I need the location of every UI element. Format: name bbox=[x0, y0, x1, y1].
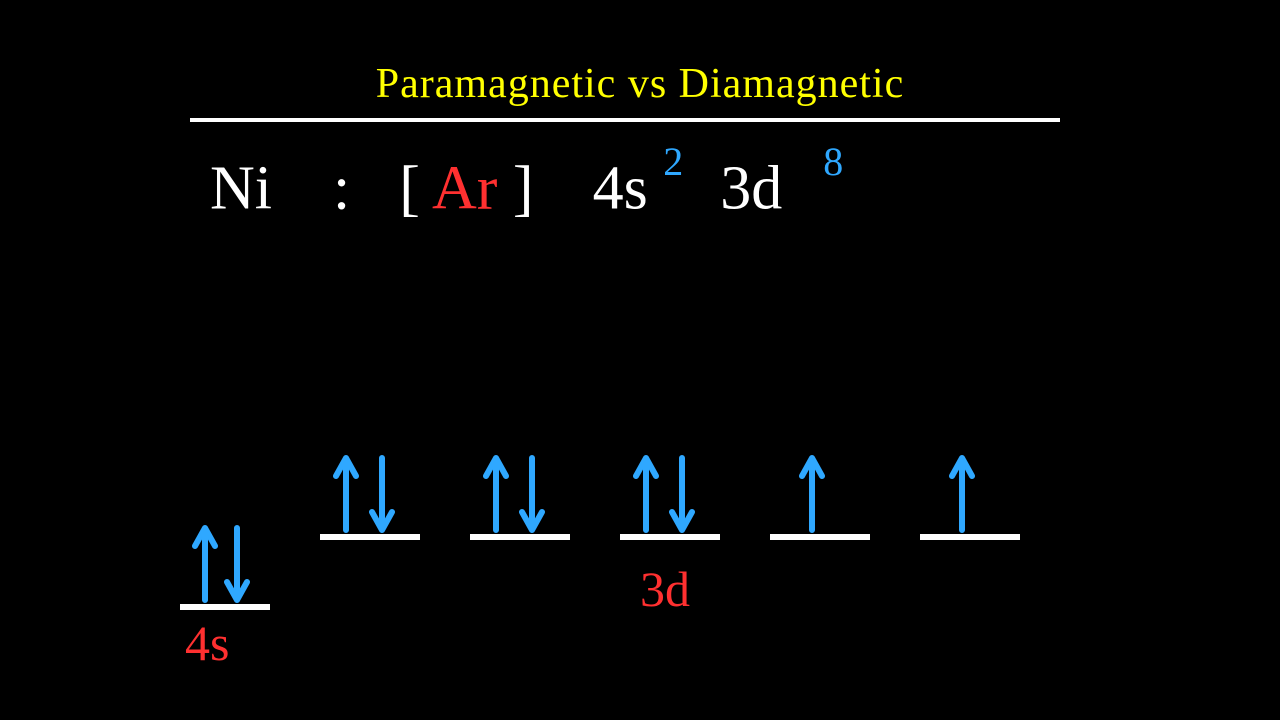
orbital-3d-4 bbox=[770, 450, 870, 540]
title-underline bbox=[190, 118, 1060, 122]
bracket-close: ] bbox=[513, 155, 534, 223]
spin-up-arrow-icon bbox=[798, 454, 826, 534]
noble-gas-core: Ar bbox=[432, 155, 497, 223]
subshell-3d: 3d bbox=[720, 155, 782, 223]
spin-up-arrow-icon bbox=[191, 524, 219, 604]
page-title: Paramagnetic vs Diamagnetic bbox=[376, 60, 904, 108]
orbital-line bbox=[920, 534, 1020, 540]
superscript-8: 8 bbox=[823, 139, 843, 184]
orbital-3d-5 bbox=[920, 450, 1020, 540]
orbital-line bbox=[470, 534, 570, 540]
subshell-4s: 4s bbox=[593, 155, 648, 223]
spin-down-arrow-icon bbox=[223, 524, 251, 604]
spin-up-arrow-icon bbox=[332, 454, 360, 534]
orbital-line bbox=[620, 534, 720, 540]
spin-up-arrow-icon bbox=[482, 454, 510, 534]
spin-up-arrow-icon bbox=[948, 454, 976, 534]
superscript-2: 2 bbox=[663, 139, 683, 184]
spin-up-arrow-icon bbox=[632, 454, 660, 534]
label-4s: 4s bbox=[185, 614, 229, 672]
element-symbol: Ni bbox=[210, 155, 272, 223]
orbital-3d-3 bbox=[620, 450, 720, 540]
bracket-open: [ bbox=[399, 155, 420, 223]
orbital-line bbox=[180, 604, 270, 610]
title-text: Paramagnetic vs Diamagnetic bbox=[376, 61, 904, 107]
label-3d: 3d bbox=[640, 560, 690, 618]
spin-down-arrow-icon bbox=[368, 454, 396, 534]
colon: : bbox=[333, 155, 350, 223]
spin-down-arrow-icon bbox=[668, 454, 696, 534]
electron-configuration: Ni : [ Ar ] 4s 2 3d 8 bbox=[210, 150, 843, 225]
orbital-line bbox=[320, 534, 420, 540]
spin-down-arrow-icon bbox=[518, 454, 546, 534]
orbital-line bbox=[770, 534, 870, 540]
orbital-3d-2 bbox=[470, 450, 570, 540]
orbital-4s bbox=[180, 520, 270, 610]
orbital-3d-1 bbox=[320, 450, 420, 540]
